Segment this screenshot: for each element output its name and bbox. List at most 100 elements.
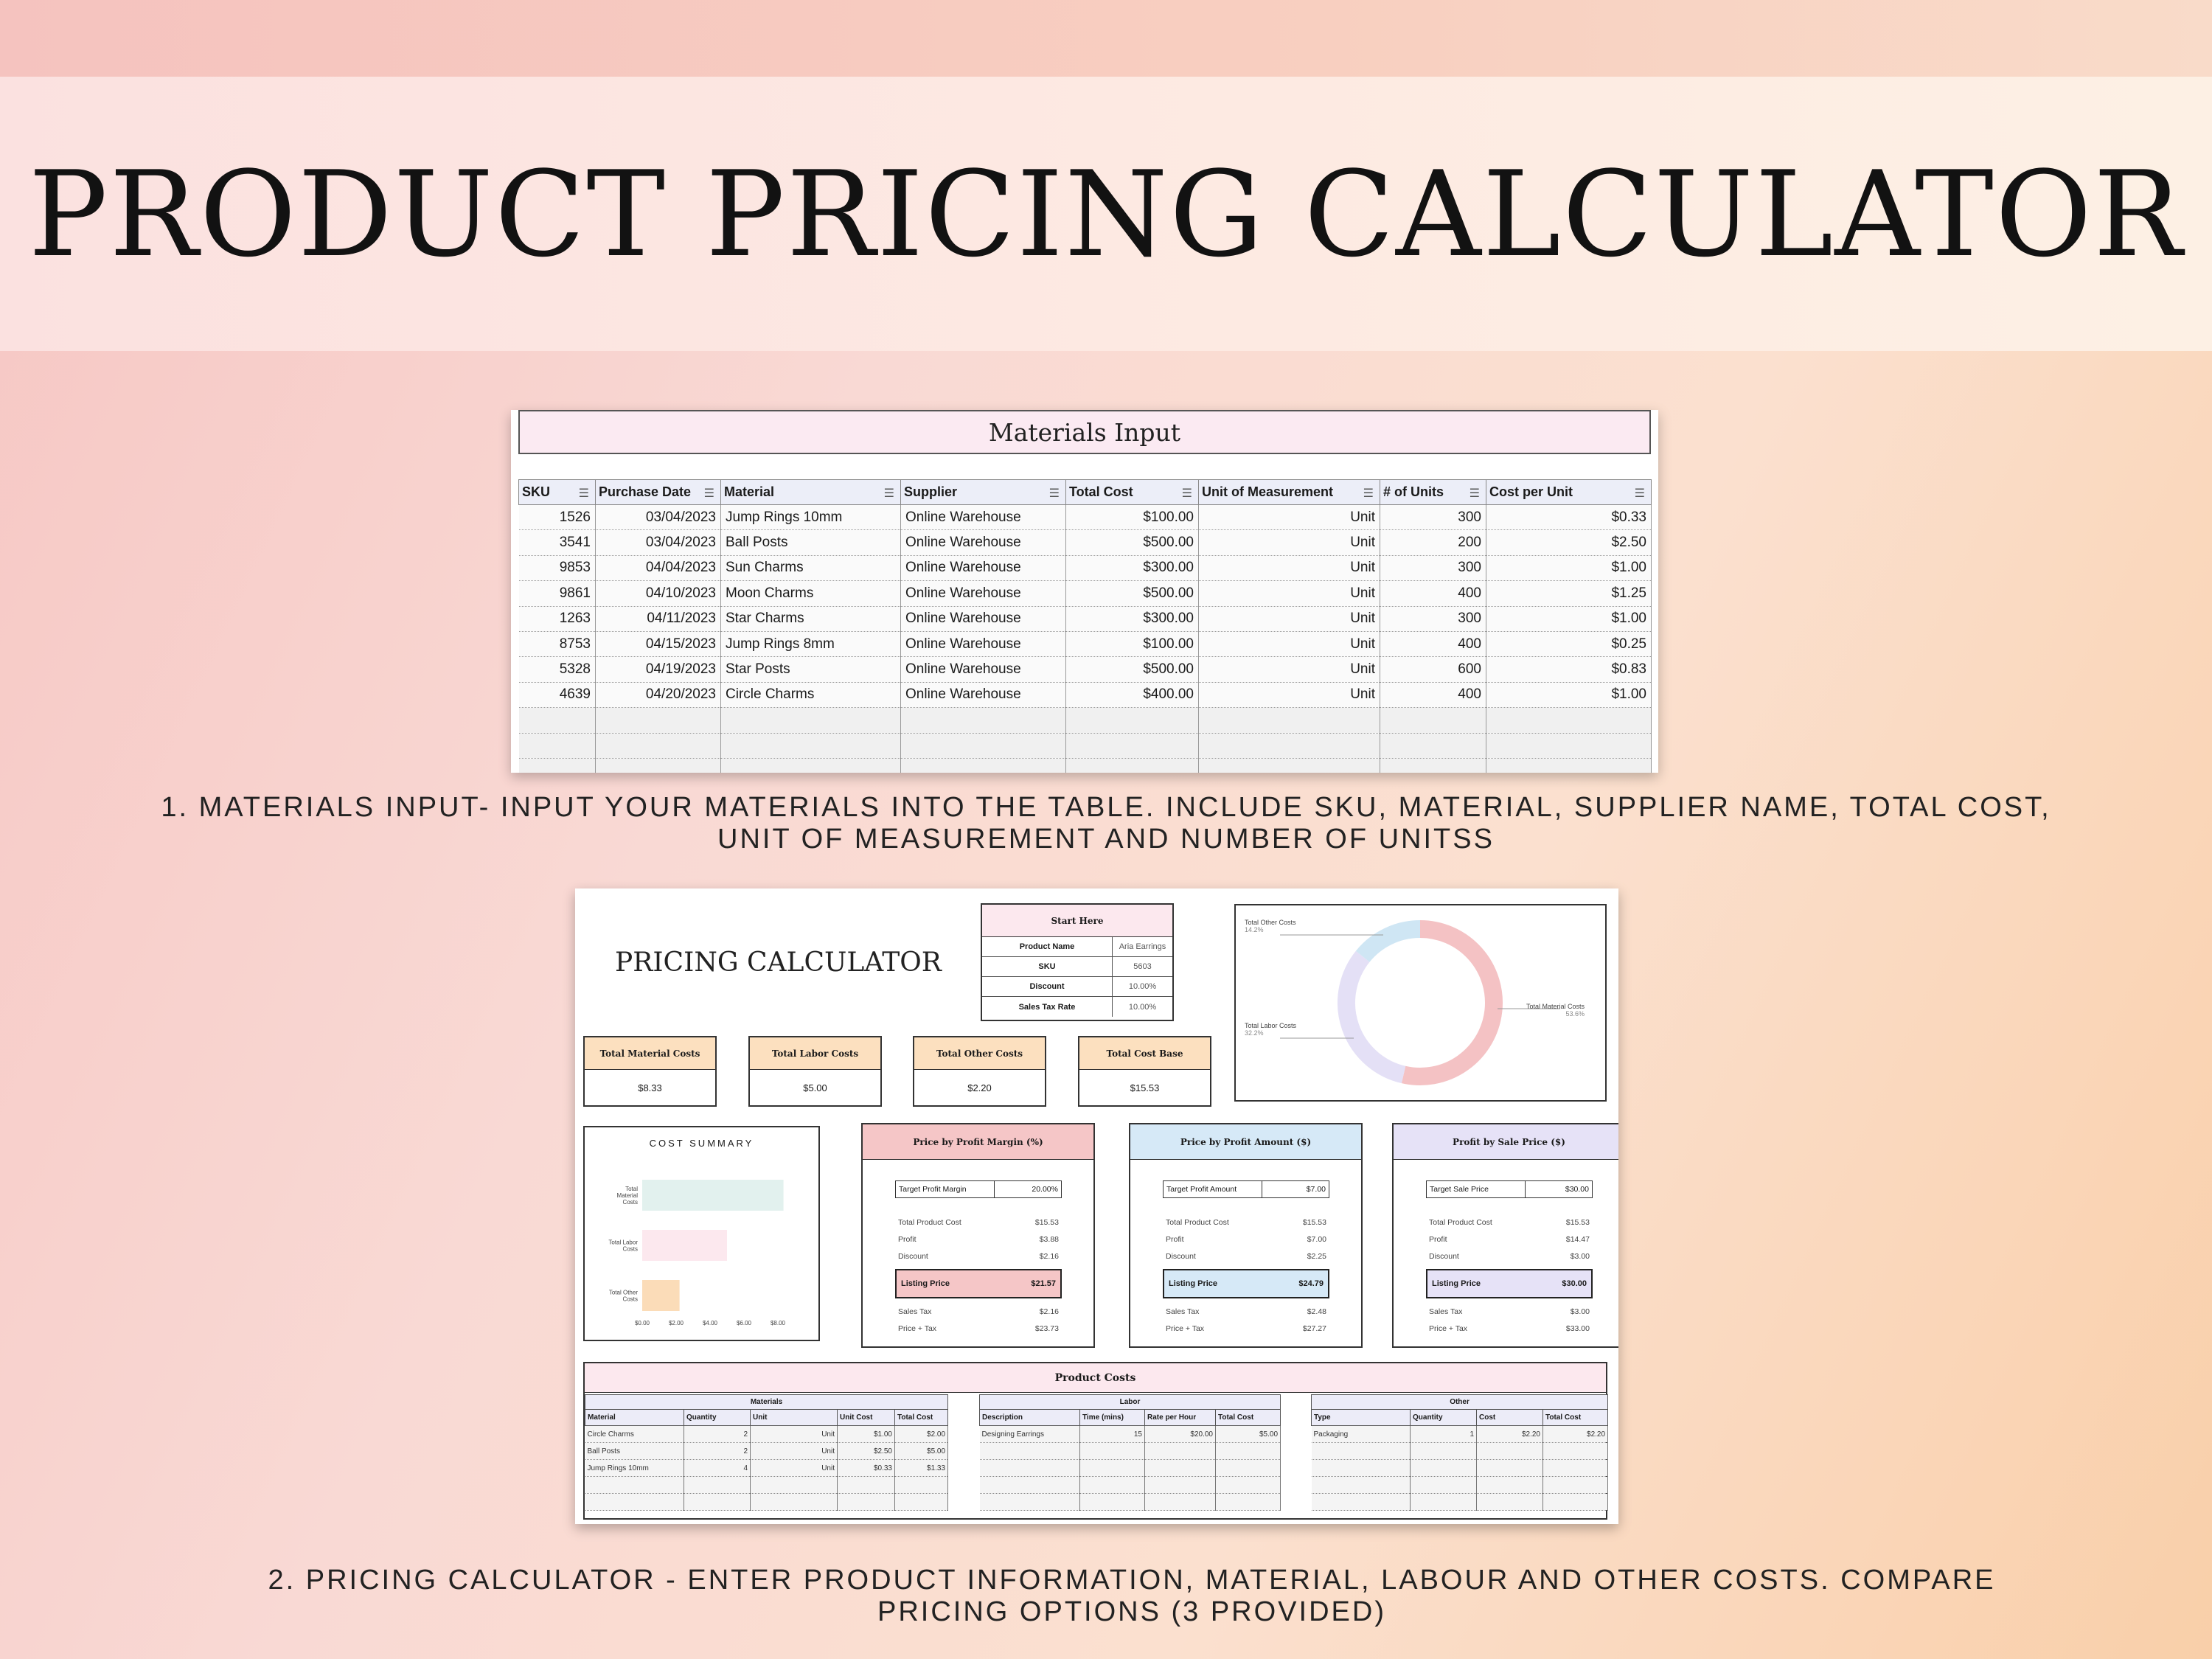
table-cell[interactable] <box>518 733 596 759</box>
table-cell[interactable]: Unit <box>1198 504 1380 531</box>
table-cell[interactable]: 400 <box>1380 580 1486 607</box>
table-cell[interactable]: Unit <box>750 1442 838 1460</box>
table-cell[interactable]: 9861 <box>518 580 596 607</box>
table-cell[interactable] <box>1476 1459 1543 1477</box>
filter-icon[interactable]: ☰ <box>1634 487 1645 500</box>
table-cell[interactable]: $100.00 <box>1065 504 1199 531</box>
table-cell[interactable]: Ball Posts <box>720 529 901 556</box>
table-cell[interactable] <box>1065 707 1199 734</box>
table-cell[interactable]: $0.33 <box>1486 504 1652 531</box>
table-cell[interactable] <box>1079 1459 1145 1477</box>
table-cell[interactable]: 04/20/2023 <box>595 682 721 709</box>
table-cell[interactable]: Unit <box>1198 606 1380 632</box>
table-cell[interactable]: Online Warehouse <box>900 656 1066 683</box>
table-row[interactable] <box>979 1476 1281 1494</box>
table-cell[interactable]: Online Warehouse <box>900 682 1066 709</box>
table-cell[interactable]: $2.50 <box>1486 529 1652 556</box>
table-cell[interactable] <box>900 707 1066 734</box>
table-cell[interactable]: Packaging <box>1311 1425 1411 1443</box>
table-row[interactable] <box>1311 1476 1609 1494</box>
target-input[interactable]: $7.00 <box>1306 1185 1326 1194</box>
table-cell[interactable]: Jump Rings 8mm <box>720 631 901 658</box>
table-cell[interactable]: 03/04/2023 <box>595 504 721 531</box>
table-cell[interactable]: $400.00 <box>1065 682 1199 709</box>
table-cell[interactable]: Unit <box>1198 529 1380 556</box>
table-cell[interactable]: Online Warehouse <box>900 580 1066 607</box>
table-cell[interactable] <box>1065 758 1199 773</box>
table-cell[interactable]: Jump Rings 10mm <box>720 504 901 531</box>
table-cell[interactable]: 1263 <box>518 606 596 632</box>
table-cell[interactable] <box>585 1493 684 1511</box>
empty-row[interactable] <box>518 707 1652 734</box>
table-cell[interactable]: 8753 <box>518 631 596 658</box>
table-cell[interactable] <box>900 733 1066 759</box>
table-cell[interactable] <box>1380 758 1486 773</box>
discount-input[interactable]: 10.00% <box>1128 982 1157 991</box>
table-cell[interactable] <box>1144 1493 1216 1511</box>
table-cell[interactable]: $100.00 <box>1065 631 1199 658</box>
table-cell[interactable]: 04/15/2023 <box>595 631 721 658</box>
table-cell[interactable] <box>1543 1476 1609 1494</box>
table-cell[interactable] <box>1410 1442 1477 1460</box>
table-cell[interactable] <box>1215 1442 1281 1460</box>
table-cell[interactable]: $1.00 <box>1486 606 1652 632</box>
table-cell[interactable] <box>1144 1459 1216 1477</box>
table-row[interactable]: 1526 03/04/2023 Jump Rings 10mm Online Ware… <box>518 504 1652 531</box>
table-cell[interactable]: $20.00 <box>1144 1425 1216 1443</box>
table-row[interactable] <box>585 1493 949 1511</box>
table-cell[interactable] <box>1311 1442 1411 1460</box>
table-cell[interactable] <box>1079 1442 1145 1460</box>
table-cell[interactable] <box>1198 707 1380 734</box>
table-cell[interactable] <box>1486 733 1652 759</box>
table-cell[interactable]: 9853 <box>518 555 596 582</box>
table-cell[interactable]: $300.00 <box>1065 555 1199 582</box>
table-cell[interactable]: Unit <box>750 1459 838 1477</box>
table-cell[interactable] <box>1486 758 1652 773</box>
table-cell[interactable]: 300 <box>1380 555 1486 582</box>
table-cell[interactable] <box>1215 1476 1281 1494</box>
table-cell[interactable]: $300.00 <box>1065 606 1199 632</box>
table-cell[interactable] <box>684 1493 751 1511</box>
table-cell[interactable] <box>585 1476 684 1494</box>
table-cell[interactable] <box>1410 1493 1477 1511</box>
table-cell[interactable]: $1.00 <box>1486 682 1652 709</box>
table-cell[interactable]: 5328 <box>518 656 596 683</box>
table-cell[interactable] <box>1215 1459 1281 1477</box>
table-cell[interactable]: 15 <box>1079 1425 1145 1443</box>
table-cell[interactable]: $1.00 <box>837 1425 895 1443</box>
filter-icon[interactable]: ☰ <box>578 487 589 500</box>
table-row[interactable]: Circle Charms 2 Unit $1.00 $2.00 <box>585 1425 949 1443</box>
empty-row[interactable] <box>518 733 1652 759</box>
table-cell[interactable] <box>1198 758 1380 773</box>
table-cell[interactable] <box>1144 1442 1216 1460</box>
table-cell[interactable]: Online Warehouse <box>900 631 1066 658</box>
table-cell[interactable] <box>979 1442 1080 1460</box>
table-row[interactable] <box>1311 1459 1609 1477</box>
table-cell[interactable]: 400 <box>1380 631 1486 658</box>
column-header[interactable]: Material ☰ <box>720 479 901 505</box>
sku-input[interactable]: 5603 <box>1133 962 1152 971</box>
filter-icon[interactable]: ☰ <box>883 487 894 500</box>
table-cell[interactable]: 04/10/2023 <box>595 580 721 607</box>
table-row[interactable]: 9861 04/10/2023 Moon Charms Online Warehous… <box>518 580 1652 607</box>
table-row[interactable]: 9853 04/04/2023 Sun Charms Online Warehouse… <box>518 555 1652 582</box>
table-cell[interactable]: Circle Charms <box>720 682 901 709</box>
filter-icon[interactable]: ☰ <box>1048 487 1060 500</box>
table-cell[interactable] <box>720 758 901 773</box>
table-cell[interactable]: 04/11/2023 <box>595 606 721 632</box>
table-cell[interactable]: $500.00 <box>1065 580 1199 607</box>
table-cell[interactable]: 4639 <box>518 682 596 709</box>
table-row[interactable]: Packaging 1 $2.20 $2.20 <box>1311 1425 1609 1443</box>
table-cell[interactable] <box>1311 1459 1411 1477</box>
table-cell[interactable]: 400 <box>1380 682 1486 709</box>
table-cell[interactable] <box>900 758 1066 773</box>
filter-icon[interactable]: ☰ <box>1469 487 1480 500</box>
table-cell[interactable] <box>1543 1493 1609 1511</box>
filter-icon[interactable]: ☰ <box>1181 487 1192 500</box>
table-row[interactable]: 5328 04/19/2023 Star Posts Online Warehouse… <box>518 656 1652 683</box>
table-row[interactable] <box>1311 1493 1609 1511</box>
table-cell[interactable]: 04/04/2023 <box>595 555 721 582</box>
filter-icon[interactable]: ☰ <box>703 487 714 500</box>
table-cell[interactable]: 600 <box>1380 656 1486 683</box>
table-cell[interactable] <box>1486 707 1652 734</box>
